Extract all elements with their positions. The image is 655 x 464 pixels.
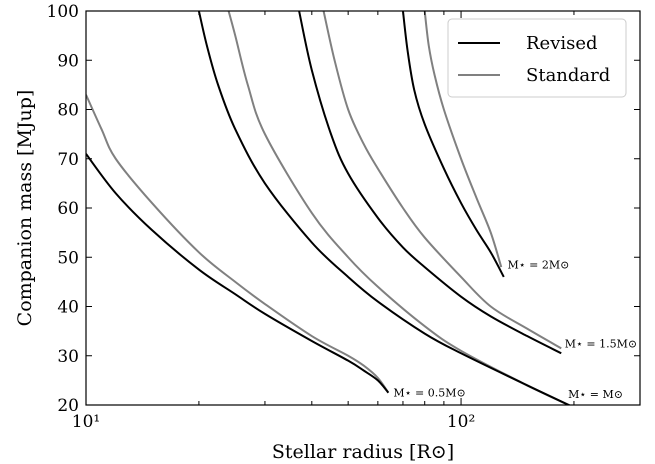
- curve-revised: [298, 11, 562, 355]
- curve-annotations: M⋆ = 0.5M⊙ M⋆ = M⊙ M⋆ = 1.5M⊙ M⋆ = 2M⊙: [393, 259, 637, 402]
- y-tick-label: 50: [57, 248, 79, 268]
- curve-standard: [423, 11, 503, 268]
- y-tick-label: 100: [47, 2, 79, 22]
- curve-standard: [322, 11, 562, 350]
- y-tick-label: 60: [57, 199, 79, 219]
- legend-box: [447, 18, 627, 98]
- y-tick-label: 30: [57, 347, 79, 367]
- curve-revised: [86, 153, 390, 394]
- x-tick-label: 10¹: [72, 412, 100, 432]
- y-tick-label: 20: [57, 396, 79, 416]
- y-tick-label: 40: [57, 298, 79, 318]
- legend-label: Revised: [526, 33, 598, 54]
- curve-revised: [401, 11, 505, 278]
- axis-ticks: 20 30 40 50 60 70 80 90 100 10¹ 10²: [47, 2, 641, 432]
- curve-annotation: M⋆ = 1.5M⊙: [565, 337, 637, 350]
- x-axis-label: Stellar radius [R⊙]: [272, 441, 454, 463]
- curve-annotation: M⋆ = M⊙: [568, 388, 623, 401]
- legend: Revised Standard: [447, 18, 627, 98]
- legend-label: Standard: [526, 65, 610, 86]
- curve-standard: [86, 94, 390, 394]
- curve-annotation: M⋆ = 0.5M⊙: [393, 387, 465, 400]
- curve-annotation: M⋆ = 2M⊙: [508, 259, 570, 272]
- y-tick-label: 80: [57, 101, 79, 121]
- y-tick-label: 70: [57, 150, 79, 170]
- curve-revised: [197, 11, 572, 405]
- curves-group: [86, 11, 572, 405]
- x-tick-label: 10²: [447, 412, 475, 432]
- y-tick-label: 90: [57, 51, 79, 71]
- y-axis-label: Companion mass [MJup]: [14, 90, 36, 327]
- curve-standard: [227, 11, 572, 405]
